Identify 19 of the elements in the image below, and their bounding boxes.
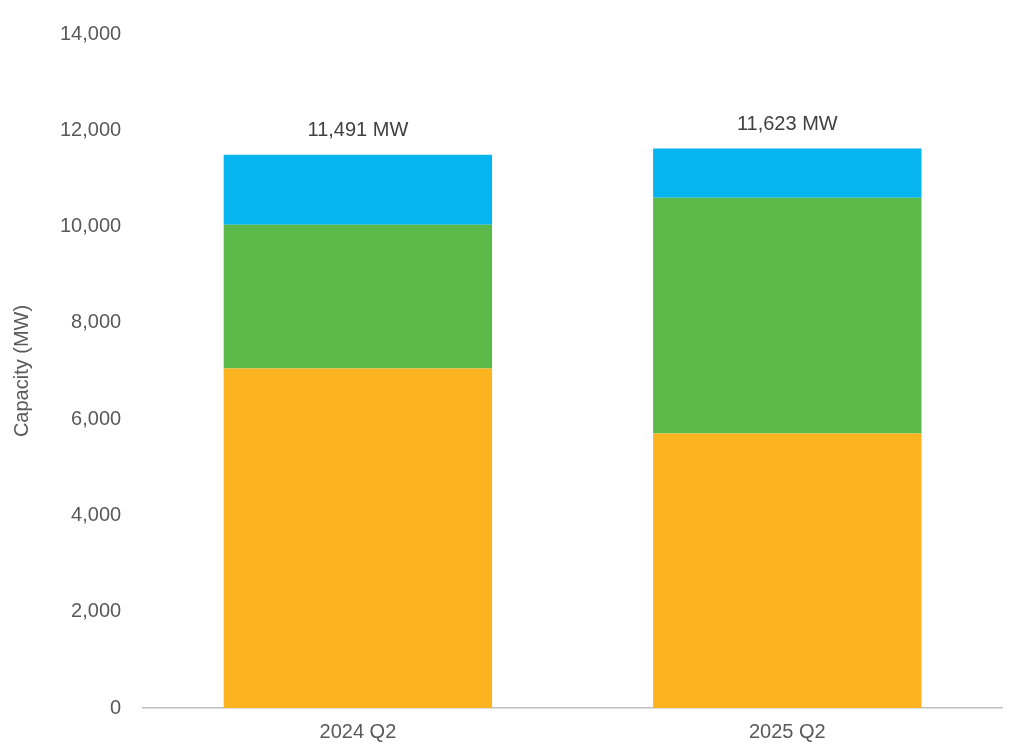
y-axis-title: Capacity (MW) — [9, 304, 32, 438]
bar — [223, 154, 493, 225]
total-label: 11,491 MW — [307, 118, 409, 141]
x-tick-label: 2024 Q2 — [319, 719, 397, 742]
y-tick-label: 4,000 — [71, 502, 122, 525]
bar — [653, 197, 922, 434]
bar — [653, 148, 922, 198]
y-tick-label: 2,000 — [71, 599, 122, 622]
total-label: 11,623 MW — [736, 111, 838, 134]
y-tick-label: 6,000 — [71, 406, 122, 429]
bar — [223, 224, 493, 369]
x-tick-label: 2025 Q2 — [748, 719, 826, 742]
bar — [223, 368, 493, 708]
y-tick-label: 0 — [110, 695, 122, 718]
y-tick-label: 10,000 — [60, 214, 122, 237]
bar — [653, 433, 922, 708]
y-tick-label: 12,000 — [60, 117, 122, 140]
y-tick-label: 14,000 — [60, 21, 122, 44]
y-tick-label: 8,000 — [71, 310, 122, 333]
